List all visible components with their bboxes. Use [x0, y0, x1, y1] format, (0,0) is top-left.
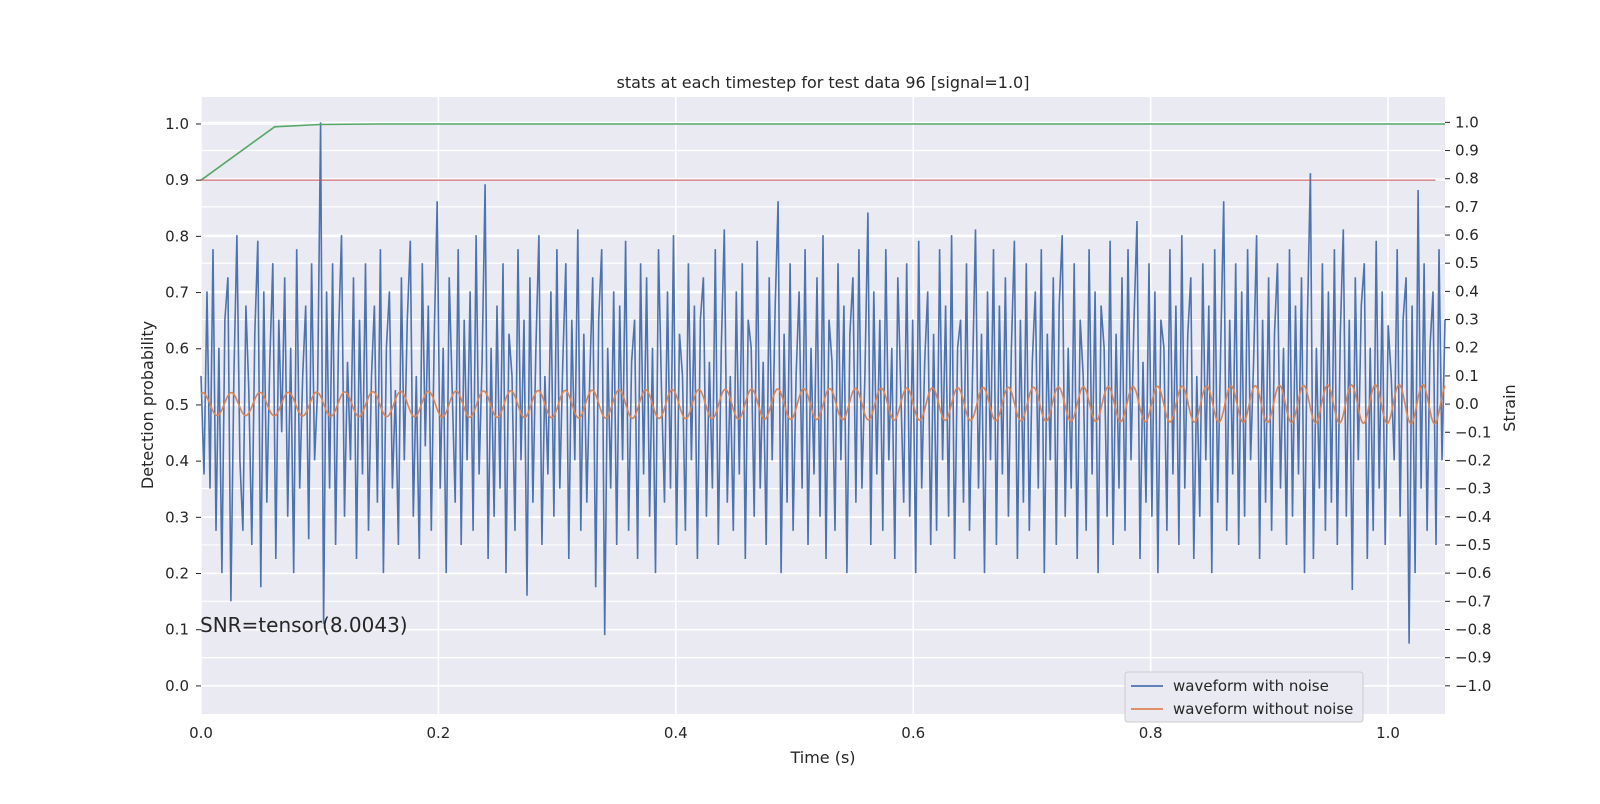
series-waveform-with-noise	[200, 122, 1446, 644]
y-right-tick-label-0: −1.0	[1455, 677, 1491, 695]
snr-annotation: SNR=tensor(8.0043)	[200, 613, 408, 637]
y-left-tick-label-5: 0.5	[165, 396, 189, 414]
y-right-tick-label-11: 0.1	[1455, 367, 1479, 385]
y-right-tick-label-15: 0.5	[1455, 254, 1479, 272]
y-right-tick-label-19: 0.9	[1455, 142, 1479, 160]
y-right-tick-label-1: −0.9	[1455, 649, 1491, 667]
x-tick-label-5: 1.0	[1376, 724, 1400, 742]
y-right-tick-label-12: 0.2	[1455, 339, 1479, 357]
y-right-tick-label-17: 0.7	[1455, 198, 1479, 216]
y-left-tick-label-2: 0.2	[165, 565, 189, 583]
y-axis-right-label: Strain	[1500, 384, 1519, 431]
y-axis-left-ticks: 0.0 0.1 0.2 0.3 0.4 0.5 0.6 0.7 0.8 0.9 1.0	[165, 115, 201, 695]
y-right-tick-label-18: 0.8	[1455, 170, 1479, 188]
x-tick-label-1: 0.2	[426, 724, 450, 742]
y-left-tick-label-7: 0.7	[165, 284, 189, 302]
y-right-tick-label-6: −0.4	[1455, 508, 1491, 526]
series-layer	[200, 122, 1446, 644]
y-left-tick-label-8: 0.8	[165, 227, 189, 245]
series-waveform-without-noise	[200, 383, 1446, 425]
y-left-tick-label-4: 0.4	[165, 452, 189, 470]
x-tick-label-3: 0.6	[901, 724, 925, 742]
x-tick-label-4: 0.8	[1139, 724, 1163, 742]
y-left-tick-label-3: 0.3	[165, 508, 189, 526]
y-right-tick-label-16: 0.6	[1455, 226, 1479, 244]
y-right-tick-label-2: −0.8	[1455, 620, 1491, 638]
legend-label-clean: waveform without noise	[1173, 700, 1353, 718]
y-right-tick-label-14: 0.4	[1455, 282, 1479, 300]
y-right-tick-label-9: −0.1	[1455, 423, 1491, 441]
chart-title: stats at each timestep for test data 96 …	[617, 73, 1030, 92]
x-axis-ticks: 0.0 0.2 0.4 0.6 0.8 1.0	[189, 724, 1400, 742]
y-right-tick-label-5: −0.5	[1455, 536, 1491, 554]
legend: waveform with noise waveform without noi…	[1124, 671, 1364, 723]
x-axis-label: Time (s)	[789, 748, 855, 767]
x-tick-label-2: 0.4	[664, 724, 688, 742]
y-left-tick-label-10: 1.0	[165, 115, 189, 133]
legend-box	[1124, 671, 1364, 723]
y-right-tick-label-4: −0.6	[1455, 564, 1491, 582]
y-right-tick-label-3: −0.7	[1455, 592, 1491, 610]
y-right-tick-label-10: 0.0	[1455, 395, 1479, 413]
y-left-tick-label-9: 0.9	[165, 171, 189, 189]
y-right-tick-label-20: 1.0	[1455, 113, 1479, 131]
y-left-tick-label-0: 0.0	[165, 677, 189, 695]
y-right-tick-label-7: −0.3	[1455, 480, 1491, 498]
y-left-tick-label-1: 0.1	[165, 621, 189, 639]
y-right-tick-label-13: 0.3	[1455, 311, 1479, 329]
legend-label-noise: waveform with noise	[1173, 677, 1329, 695]
y-axis-left-label: Detection probability	[138, 321, 157, 489]
series-detection-probability	[200, 123, 1445, 181]
y-axis-right-ticks: −1.0 −0.9 −0.8 −0.7 −0.6 −0.5 −0.4 −0.3 −0.2 −0.1…	[1445, 113, 1491, 695]
y-right-tick-label-8: −0.2	[1455, 451, 1491, 469]
y-left-tick-label-6: 0.6	[165, 340, 189, 358]
x-tick-label-0: 0.0	[189, 724, 213, 742]
